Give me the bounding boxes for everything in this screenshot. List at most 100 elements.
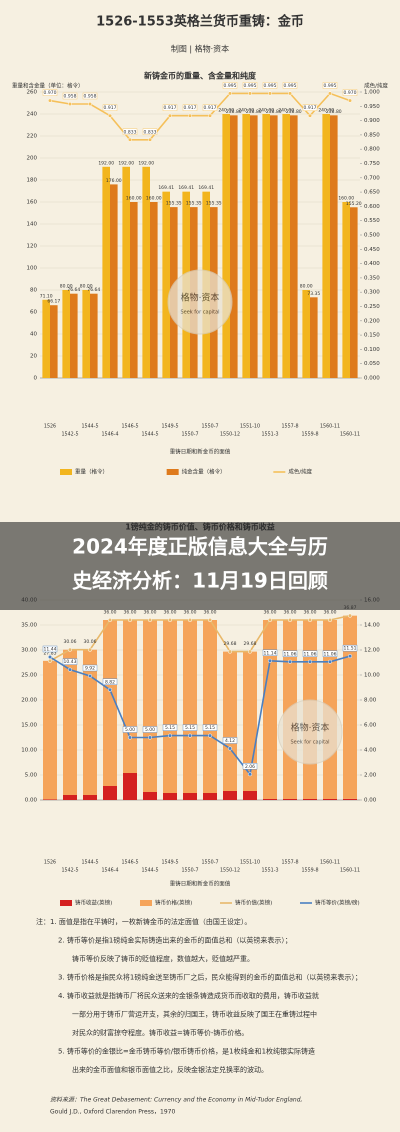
line-marker <box>127 617 133 623</box>
line-marker <box>347 613 353 618</box>
y-tick-label: 0.00 <box>25 798 38 804</box>
line-marker <box>47 654 53 660</box>
value-label-box <box>342 644 358 652</box>
x-tick-label: 1526 <box>44 424 56 430</box>
source-line: Gould J.D., Oxford Clarendon Press，1970 <box>50 1109 175 1116</box>
bar-value-label: 240.00 <box>318 108 334 114</box>
x-tick-label: 1550-12 <box>220 432 240 438</box>
value-label-box <box>242 763 258 770</box>
line-marker <box>287 91 293 96</box>
bar-segment <box>203 793 217 800</box>
x-tick-label: 1550-7 <box>182 432 199 438</box>
line-value-label: 11.06 <box>304 651 317 657</box>
bar <box>142 166 150 378</box>
line-value-label: 11.14 <box>264 650 277 656</box>
line-marker <box>267 617 273 623</box>
bar-value-label: 240.00 <box>238 108 254 114</box>
x-tick-label: 1542-5 <box>62 432 79 438</box>
bar <box>250 115 258 378</box>
value-label-box <box>302 104 318 111</box>
bar <box>310 297 318 378</box>
line-value-label: 36.00 <box>144 610 157 616</box>
y-tick-label: 40 <box>30 332 37 338</box>
line-value-label: 36.00 <box>264 610 277 616</box>
value-label-box <box>122 726 138 733</box>
x-tick-label: 1544-5 <box>82 860 99 866</box>
y2-tick-label: 0.950 <box>364 104 380 110</box>
value-label-box <box>262 82 278 89</box>
bar-value-label: 169.41 <box>158 185 174 191</box>
line-marker <box>227 91 233 96</box>
value-label-box <box>142 726 158 733</box>
bar-value-label: 169.41 <box>198 185 214 191</box>
line-value-label: 36.00 <box>304 610 317 616</box>
bar-value-label: 80.00 <box>300 284 313 290</box>
note-line: 出来的金币面值和银币面值之比，反映金银法定兑换率的波动。 <box>72 1065 268 1074</box>
bar <box>302 290 310 378</box>
y2-tick-label: 0.000 <box>364 376 380 382</box>
legend-label: 铸币等价(英镑/磅) <box>315 899 360 907</box>
y2-tick-label: 1.000 <box>364 90 380 96</box>
bar-segment <box>263 799 277 800</box>
line-marker <box>287 617 293 623</box>
bar-value-label: 192.00 <box>138 160 154 166</box>
line-value-label: 27.83 <box>44 650 57 656</box>
x-tick-label: 1551-10 <box>240 424 260 430</box>
line-value-label: 36.00 <box>324 610 337 616</box>
y-tick-label: 30.00 <box>21 648 37 654</box>
bar <box>222 114 230 378</box>
y-tick-label: 100 <box>27 266 38 272</box>
value-label-box <box>182 104 198 111</box>
overlay-headline: 史经济分析：11月19日回顾 <box>72 569 328 593</box>
y2-tick-label: 0.250 <box>364 304 380 310</box>
line-value-label: 5.15 <box>165 725 175 731</box>
y2-tick-label: 2.00 <box>364 773 377 779</box>
bar <box>230 115 238 378</box>
line-value-label: 0.833 <box>144 129 157 135</box>
line-marker <box>67 101 73 107</box>
legend-label: 铸币价格(英镑) <box>155 899 192 907</box>
value-label-box <box>282 650 298 657</box>
line-marker <box>267 91 273 96</box>
line <box>49 655 351 777</box>
bar-value-label: 160.00 <box>146 196 162 202</box>
line-value-label: 4.12 <box>225 738 235 744</box>
value-label-box <box>202 104 218 111</box>
watermark-slogan: Seek for capital <box>180 310 219 316</box>
line-marker <box>87 673 93 679</box>
bar-segment <box>343 798 357 800</box>
y2-tick-label: 6.00 <box>364 723 377 729</box>
bar-value-label: 66.17 <box>47 299 60 305</box>
line-value-label: 0.917 <box>204 105 217 111</box>
y2-tick-label: 12.00 <box>364 648 380 654</box>
y-tick-label: 60 <box>30 310 37 316</box>
value-label-box <box>162 104 178 111</box>
line-value-label: 5.15 <box>205 725 215 731</box>
line-value-label: 5.15 <box>185 725 195 731</box>
line-value-label: 30.06 <box>84 639 97 645</box>
bar-value-label: 76.64 <box>67 287 80 293</box>
line-marker <box>187 617 193 623</box>
bar-value-label: 80.00 <box>60 284 73 290</box>
bar-segment <box>103 786 117 800</box>
bar-value-label: 238.80 <box>286 109 302 115</box>
y2-tick-label: 8.00 <box>364 698 377 704</box>
bar-value-label: 169.41 <box>178 185 194 191</box>
y-tick-label: 160 <box>27 200 38 206</box>
line-value-label: 0.917 <box>304 105 317 111</box>
x-tick-label: 1550-7 <box>202 860 219 866</box>
bar-segment <box>123 620 137 773</box>
line-marker <box>67 667 73 672</box>
y-axis-label: 重量和含金量（单位：格令） <box>12 82 84 90</box>
y-tick-label: 180 <box>27 178 38 184</box>
value-label-box <box>302 650 318 657</box>
bar <box>262 114 270 378</box>
line-value-label: 29.68 <box>224 641 237 647</box>
line-value-label: 5.00 <box>145 727 155 733</box>
value-label-box <box>322 650 338 657</box>
line-marker <box>107 113 113 118</box>
x-tick-label: 1551-3 <box>262 868 279 874</box>
x-tick-label: 1550-7 <box>202 424 219 430</box>
